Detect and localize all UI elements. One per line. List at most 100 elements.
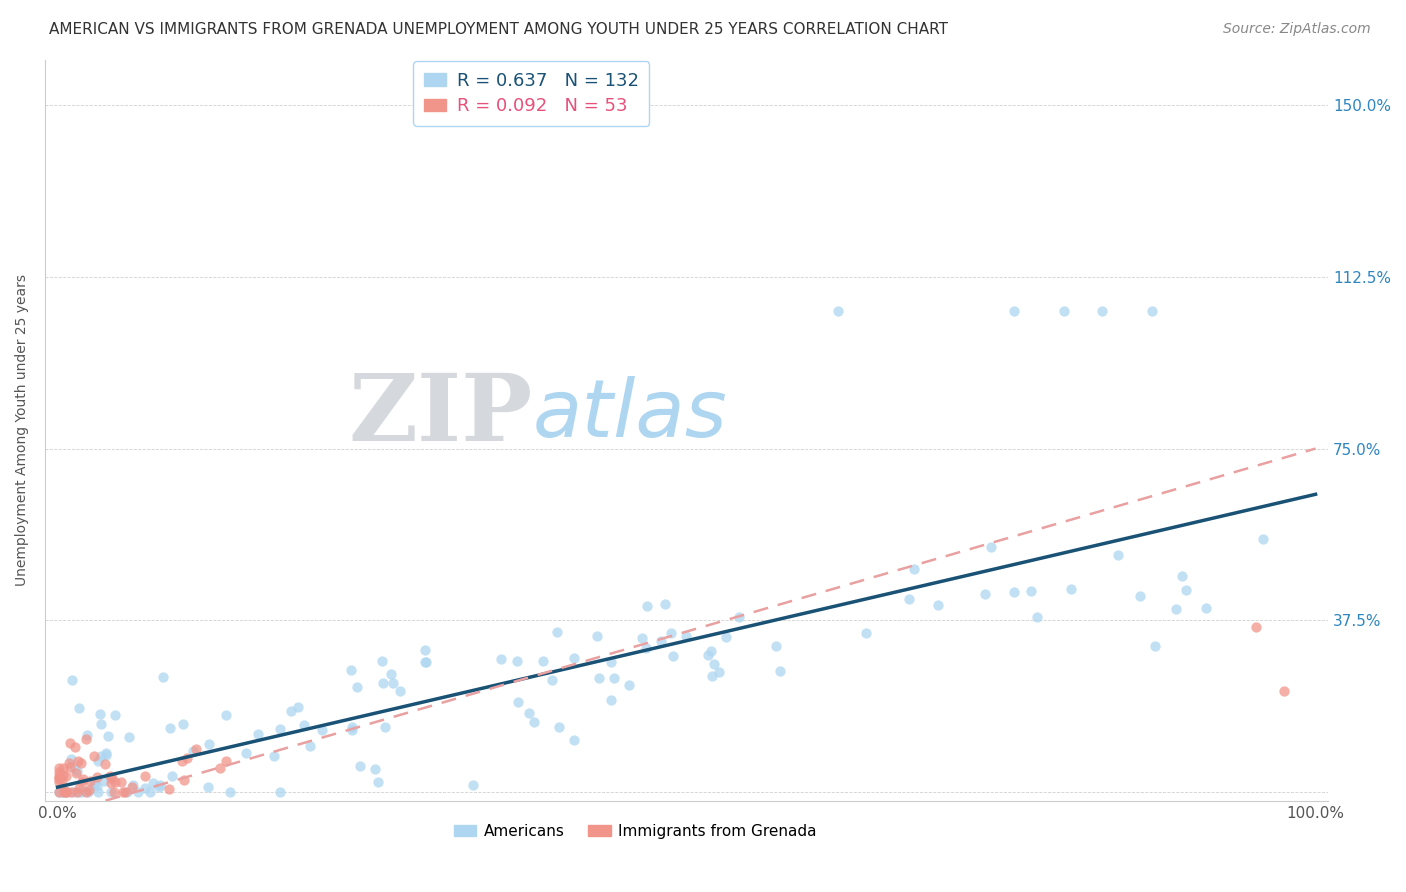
Point: [103, 785, 125, 799]
Point: [59, 759, 82, 773]
Point: [97, 729, 120, 743]
Point: [138, 785, 160, 799]
Point: [55, 769, 77, 783]
Point: [55, 785, 77, 799]
Point: [654, 597, 676, 611]
Point: [1140, 304, 1163, 318]
Point: [600, 655, 623, 669]
Point: [48, 761, 70, 775]
Point: [636, 599, 658, 613]
Point: [1053, 304, 1076, 318]
Point: [79, 773, 101, 788]
Point: [48, 775, 70, 789]
Point: [287, 699, 309, 714]
Point: [65, 739, 87, 754]
Point: [67, 781, 90, 796]
Point: [1091, 304, 1114, 318]
Point: [1170, 569, 1192, 583]
Point: [585, 629, 607, 643]
Point: [55, 785, 77, 799]
Point: [600, 693, 623, 707]
Point: [70, 785, 93, 799]
Point: [115, 785, 138, 799]
Point: [86, 780, 108, 794]
Point: [48, 785, 70, 799]
Point: [114, 785, 136, 799]
Point: [855, 625, 877, 640]
Point: [340, 723, 363, 738]
Point: [700, 669, 723, 683]
Point: [517, 706, 540, 720]
Point: [703, 657, 725, 672]
Point: [186, 742, 208, 756]
Point: [100, 785, 122, 799]
Point: [104, 708, 127, 723]
Point: [48, 771, 70, 785]
Point: [86, 770, 108, 784]
Point: [389, 683, 412, 698]
Point: [630, 631, 652, 645]
Point: [339, 663, 361, 677]
Point: [197, 780, 219, 794]
Point: [172, 716, 194, 731]
Point: [1019, 583, 1042, 598]
Point: [980, 540, 1002, 554]
Point: [58, 756, 80, 771]
Point: [66, 755, 89, 769]
Point: [110, 774, 132, 789]
Point: [489, 652, 512, 666]
Point: [340, 720, 363, 734]
Point: [59, 736, 82, 750]
Point: [1195, 600, 1218, 615]
Point: [298, 739, 321, 753]
Point: [367, 774, 389, 789]
Point: [1025, 609, 1047, 624]
Point: [90, 749, 112, 764]
Point: [51, 781, 73, 796]
Point: [118, 730, 141, 744]
Point: [75, 784, 97, 798]
Point: [89, 707, 111, 722]
Point: [72, 772, 94, 786]
Point: [48, 785, 70, 799]
Point: [51, 773, 73, 788]
Point: [76, 785, 98, 799]
Point: [51, 785, 73, 799]
Point: [247, 727, 270, 741]
Point: [1144, 639, 1167, 653]
Point: [546, 624, 568, 639]
Point: [134, 780, 156, 795]
Point: [172, 754, 194, 768]
Text: AMERICAN VS IMMIGRANTS FROM GRENADA UNEMPLOYMENT AMONG YOUTH UNDER 25 YEARS CORR: AMERICAN VS IMMIGRANTS FROM GRENADA UNEM…: [49, 22, 948, 37]
Point: [209, 761, 232, 775]
Point: [100, 771, 122, 785]
Point: [346, 680, 368, 694]
Point: [96, 748, 118, 763]
Point: [588, 671, 610, 685]
Legend: Americans, Immigrants from Grenada: Americans, Immigrants from Grenada: [447, 818, 823, 845]
Point: [562, 651, 585, 665]
Point: [70, 775, 93, 789]
Point: [52, 761, 75, 775]
Point: [127, 785, 149, 799]
Point: [55, 785, 77, 799]
Point: [66, 785, 89, 799]
Point: [63, 761, 86, 775]
Point: [523, 714, 546, 729]
Point: [83, 778, 105, 792]
Point: [1107, 548, 1129, 562]
Point: [160, 769, 183, 783]
Point: [263, 749, 285, 764]
Point: [269, 722, 291, 736]
Point: [48, 769, 70, 783]
Point: [65, 766, 87, 780]
Point: [52, 768, 75, 782]
Point: [215, 708, 238, 723]
Point: [176, 751, 198, 765]
Point: [541, 673, 564, 687]
Point: [134, 769, 156, 783]
Point: [83, 749, 105, 764]
Point: [280, 704, 302, 718]
Point: [697, 648, 720, 662]
Point: [413, 643, 436, 657]
